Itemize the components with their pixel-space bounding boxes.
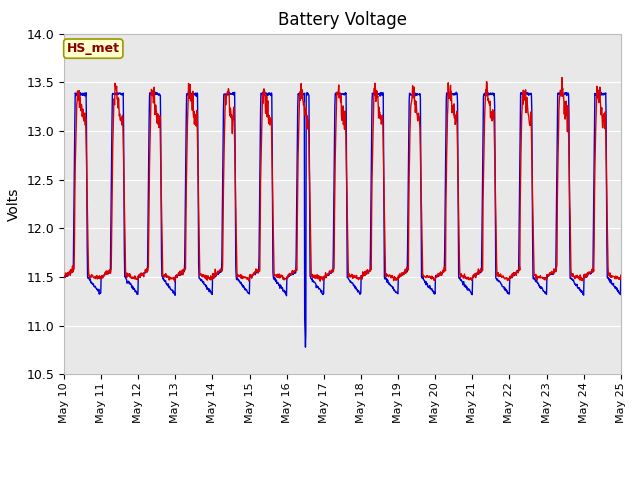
BattV xyxy=(246,274,254,280)
Pwr_EXO xyxy=(301,344,309,350)
Legend: BattV, Pwr_EXO: BattV, Pwr_EXO xyxy=(241,477,444,480)
BattV xyxy=(502,275,509,281)
Pwr_EXO xyxy=(259,89,267,95)
BattV xyxy=(617,272,625,278)
Pwr_EXO xyxy=(552,268,559,274)
Text: HS_met: HS_met xyxy=(67,42,120,55)
Title: Battery Voltage: Battery Voltage xyxy=(278,11,407,29)
BattV xyxy=(171,279,179,285)
Pwr_EXO xyxy=(617,275,625,280)
BattV xyxy=(170,277,178,283)
Pwr_EXO xyxy=(502,287,510,293)
Line: Pwr_EXO: Pwr_EXO xyxy=(64,92,621,347)
BattV xyxy=(558,75,566,81)
BattV xyxy=(429,276,437,281)
Pwr_EXO xyxy=(429,289,437,295)
BattV xyxy=(551,267,559,273)
Pwr_EXO xyxy=(170,291,178,297)
Pwr_EXO xyxy=(60,274,68,280)
Pwr_EXO xyxy=(184,90,191,96)
Y-axis label: Volts: Volts xyxy=(7,187,21,221)
BattV xyxy=(184,93,192,98)
BattV xyxy=(60,275,68,280)
Line: BattV: BattV xyxy=(64,78,621,282)
Pwr_EXO xyxy=(246,274,254,280)
